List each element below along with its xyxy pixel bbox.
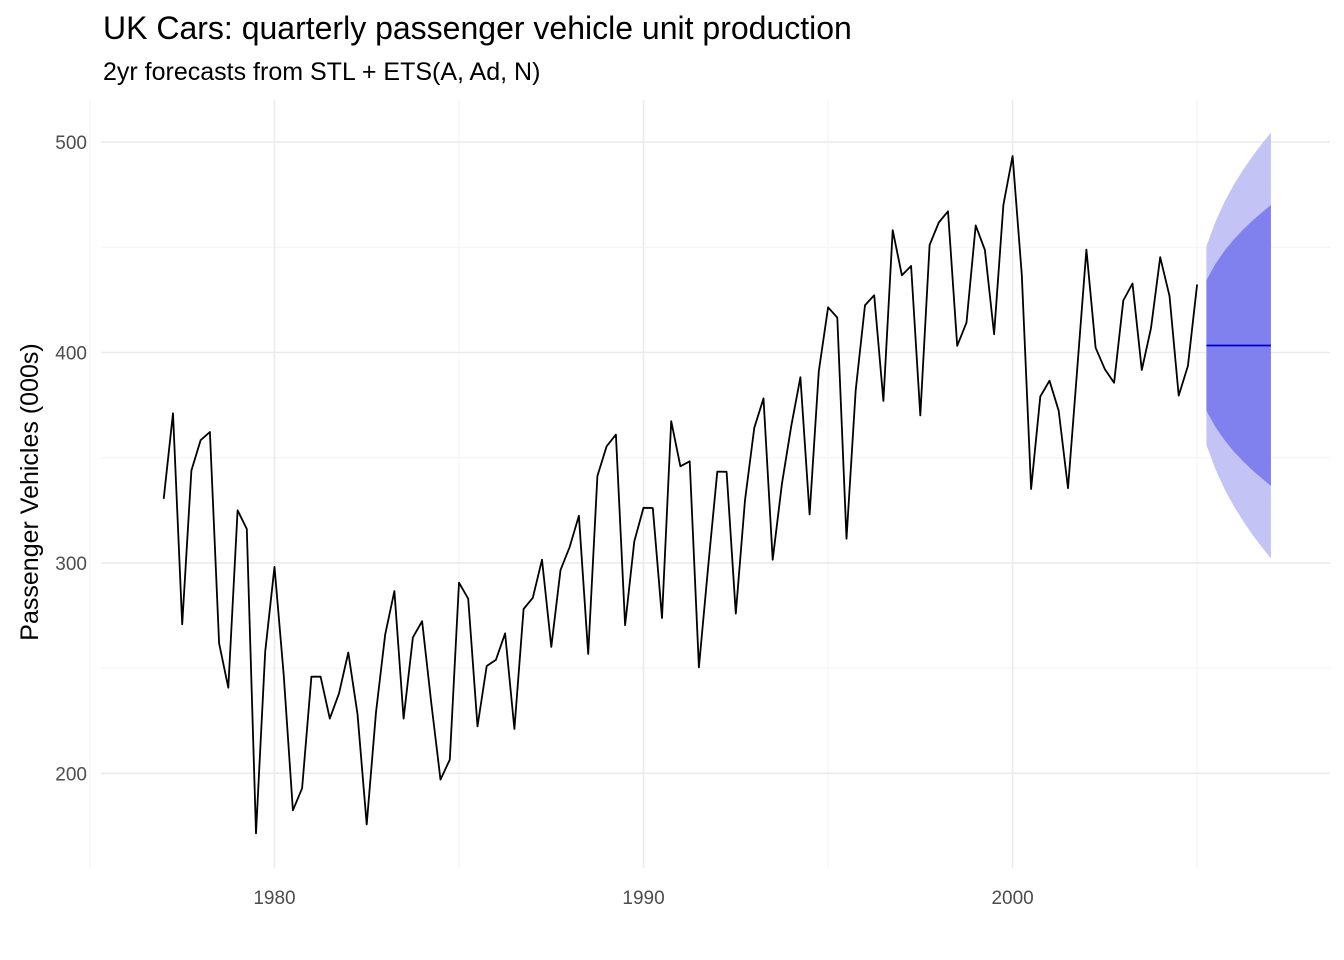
y-tick-label: 200 [55, 764, 87, 785]
y-tick-label: 300 [55, 554, 87, 575]
chart-subtitle: 2yr forecasts from STL + ETS(A, Ad, N) [103, 58, 541, 86]
grid-lines [89, 100, 1330, 868]
x-tick-label: 1990 [622, 888, 664, 909]
chart-title: UK Cars: quarterly passenger vehicle uni… [103, 10, 852, 46]
y-axis-label: Passenger Vehicles (000s) [16, 343, 44, 640]
actual-series-line [162, 155, 1198, 835]
x-tick-label: 2000 [991, 888, 1033, 909]
x-tick-label: 1980 [253, 888, 295, 909]
y-tick-label: 400 [55, 343, 87, 364]
series-lines [162, 155, 1271, 835]
tick-labels: 1980 1990 2000 200 300 400 500 [55, 133, 1033, 909]
y-tick-label: 500 [55, 133, 87, 154]
